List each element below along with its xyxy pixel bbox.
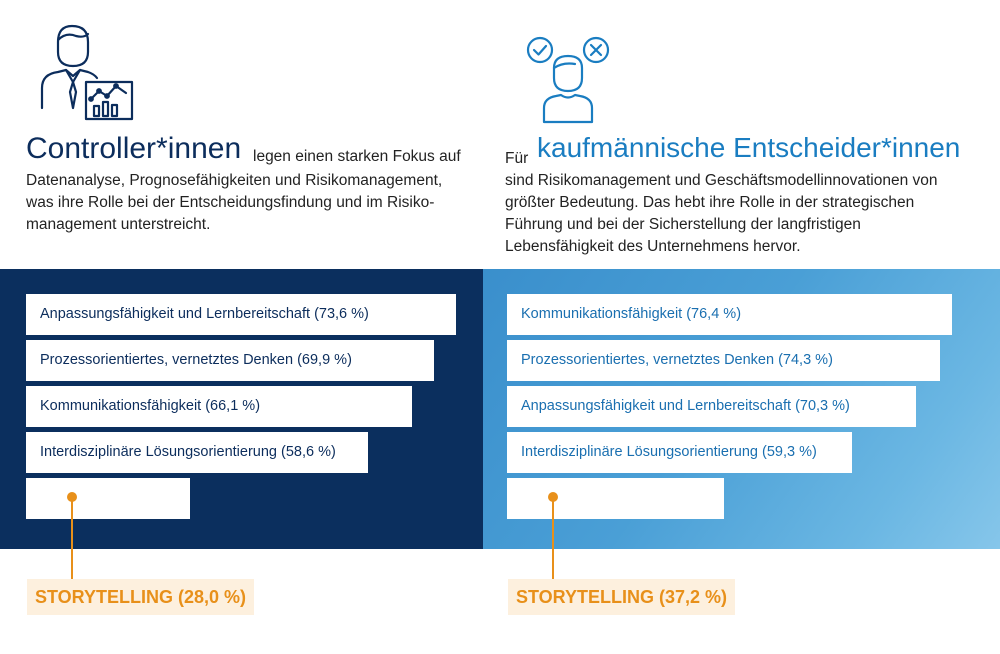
right-bar-3: Anpassungsfähigkeit und Lernbereitschaft… (507, 386, 916, 427)
left-bar-label-4: Interdisziplinäre Lösungsorientierung (5… (40, 444, 336, 460)
left-lead-text: legen einen starken Fokus auf (253, 148, 461, 165)
left-bar-label-3: Kommunikationsfähigkeit (66,1 %) (40, 398, 261, 414)
left-bar-2: Prozessorientiertes, vernetztes Denken (… (26, 340, 434, 381)
left-bar-label-2: Prozessorientiertes, vernetztes Denken (… (40, 352, 352, 368)
left-bar-3: Kommunikationsfähigkeit (66,1 %) (26, 386, 412, 427)
left-bar-5 (26, 478, 190, 519)
left-body-text: Datenanalyse, Prognosefähigkeiten und Ri… (26, 172, 443, 233)
right-title: kaufmännische Entscheider*innen (537, 132, 961, 163)
controller-person-chart-icon (40, 24, 134, 121)
right-bar-label-1: Kommunikationsfähigkeit (76,4 %) (521, 306, 742, 322)
right-storytelling-connector-line (552, 497, 554, 579)
right-storytelling-label: STORYTELLING (37,2 %) (508, 579, 736, 615)
left-title: Controller*innen (26, 132, 242, 165)
right-bar-label-2: Prozessorientiertes, vernetztes Denken (… (521, 352, 833, 368)
right-bar-1: Kommunikationsfähigkeit (76,4 %) (507, 294, 952, 335)
right-bar-label-3: Anpassungsfähigkeit und Lernbereitschaft… (521, 398, 850, 414)
right-bar-label-4: Interdisziplinäre Lösungsorientierung (5… (521, 444, 817, 460)
right-bar-5 (507, 478, 724, 519)
left-bar-label-1: Anpassungsfähigkeit und Lernbereitschaft… (40, 306, 369, 322)
left-bar-1: Anpassungsfähigkeit und Lernbereitschaft… (26, 294, 456, 335)
right-body-text: sind Risikomanagement und Geschäftsmodel… (505, 172, 938, 255)
right-pre-text: Für (505, 150, 529, 167)
left-storytelling-label: STORYTELLING (28,0 %) (27, 579, 255, 615)
left-bar-4: Interdisziplinäre Lösungsorientierung (5… (26, 432, 368, 473)
decision-person-check-cross-icon (526, 36, 610, 124)
right-bar-2: Prozessorientiertes, vernetztes Denken (… (507, 340, 940, 381)
left-storytelling-connector-line (71, 497, 73, 579)
right-bar-4: Interdisziplinäre Lösungsorientierung (5… (507, 432, 852, 473)
